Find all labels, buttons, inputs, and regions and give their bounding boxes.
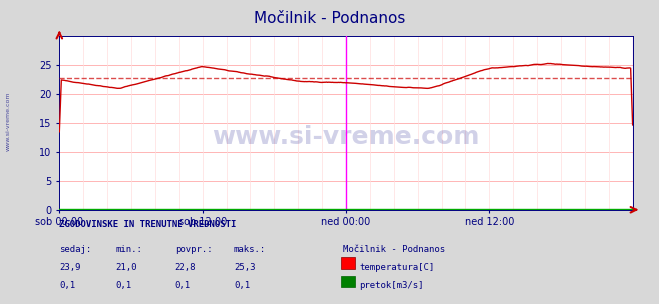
Text: maks.:: maks.: — [234, 245, 266, 254]
Text: pretok[m3/s]: pretok[m3/s] — [359, 281, 424, 290]
Text: 0,1: 0,1 — [234, 281, 250, 290]
Text: 21,0: 21,0 — [115, 263, 137, 272]
Text: 23,9: 23,9 — [59, 263, 81, 272]
Text: 22,8: 22,8 — [175, 263, 196, 272]
Text: povpr.:: povpr.: — [175, 245, 212, 254]
Text: 25,3: 25,3 — [234, 263, 256, 272]
Text: temperatura[C]: temperatura[C] — [359, 263, 434, 272]
Text: Močilnik - Podnanos: Močilnik - Podnanos — [254, 11, 405, 26]
Text: Močilnik - Podnanos: Močilnik - Podnanos — [343, 245, 445, 254]
Text: ZGODOVINSKE IN TRENUTNE VREDNOSTI: ZGODOVINSKE IN TRENUTNE VREDNOSTI — [59, 220, 237, 230]
Text: www.si-vreme.com: www.si-vreme.com — [212, 125, 480, 149]
Text: 0,1: 0,1 — [59, 281, 75, 290]
Text: 0,1: 0,1 — [115, 281, 131, 290]
Text: www.si-vreme.com: www.si-vreme.com — [5, 92, 11, 151]
Text: 0,1: 0,1 — [175, 281, 190, 290]
Text: min.:: min.: — [115, 245, 142, 254]
Text: sedaj:: sedaj: — [59, 245, 92, 254]
